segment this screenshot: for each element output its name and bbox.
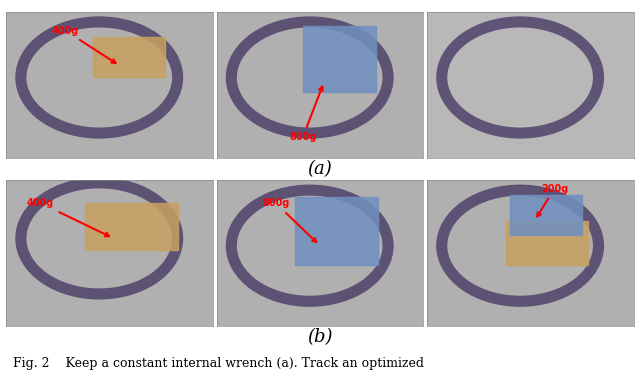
Text: 800g: 800g xyxy=(262,198,316,242)
Bar xyxy=(85,203,178,250)
Bar xyxy=(295,198,378,265)
Text: 400g: 400g xyxy=(27,198,109,236)
Bar xyxy=(510,194,582,235)
Text: 200g: 200g xyxy=(537,184,568,216)
Text: 800g: 800g xyxy=(289,87,323,142)
Text: (a): (a) xyxy=(308,160,332,178)
Text: (b): (b) xyxy=(307,328,333,346)
Bar xyxy=(303,26,376,92)
Text: Fig. 2    Keep a constant internal wrench (a). Track an optimized: Fig. 2 Keep a constant internal wrench (… xyxy=(13,357,424,370)
Bar xyxy=(93,37,165,77)
Text: 400g: 400g xyxy=(52,26,116,63)
Bar xyxy=(506,221,588,265)
